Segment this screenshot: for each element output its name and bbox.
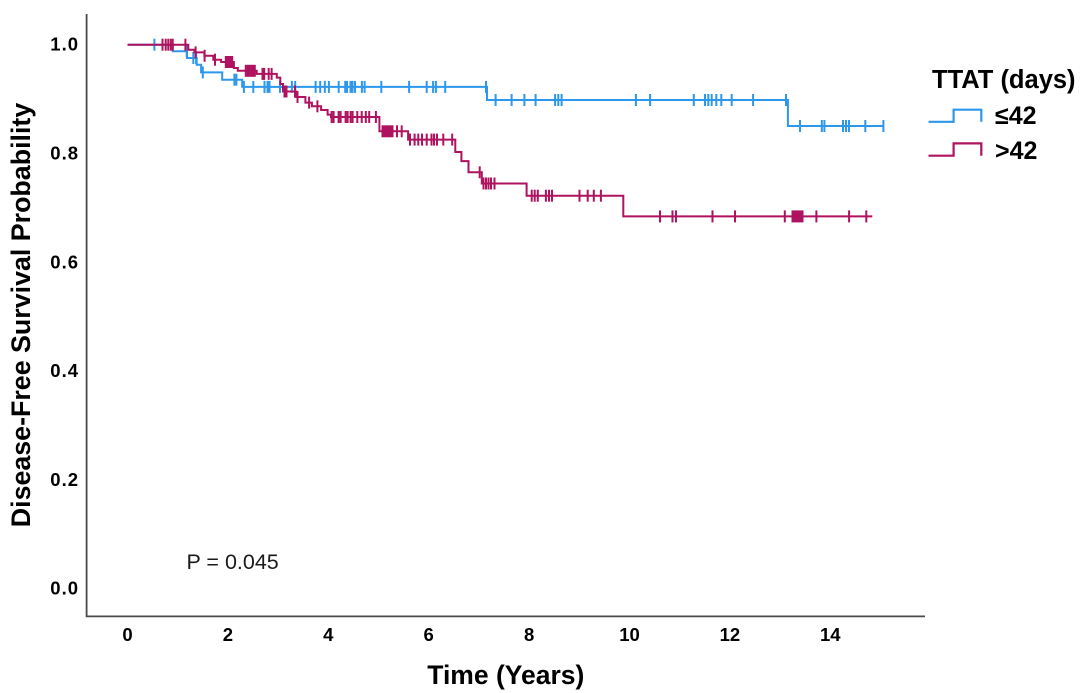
svg-text:1.0: 1.0 <box>50 34 79 55</box>
svg-text:10: 10 <box>619 624 640 645</box>
svg-text:Disease-Free Survival Probabil: Disease-Free Survival Probability <box>6 103 36 528</box>
svg-text:2: 2 <box>223 624 233 645</box>
svg-text:0: 0 <box>122 624 132 645</box>
svg-text:6: 6 <box>424 624 434 645</box>
svg-text:0.8: 0.8 <box>50 143 79 164</box>
svg-text:4: 4 <box>323 624 334 645</box>
svg-text:12: 12 <box>720 624 741 645</box>
svg-text:0.4: 0.4 <box>50 360 79 381</box>
svg-text:0.6: 0.6 <box>50 251 79 272</box>
svg-text:≤42: ≤42 <box>995 102 1037 130</box>
svg-text:Time (Years): Time (Years) <box>427 660 584 690</box>
svg-text:8: 8 <box>524 624 534 645</box>
svg-text:0.0: 0.0 <box>50 578 79 599</box>
svg-text:TTAT (days): TTAT (days) <box>932 66 1076 94</box>
svg-text:0.2: 0.2 <box>50 469 79 490</box>
svg-text:>42: >42 <box>995 137 1037 165</box>
svg-text:14: 14 <box>820 624 841 645</box>
svg-text:P = 0.045: P = 0.045 <box>187 550 279 574</box>
